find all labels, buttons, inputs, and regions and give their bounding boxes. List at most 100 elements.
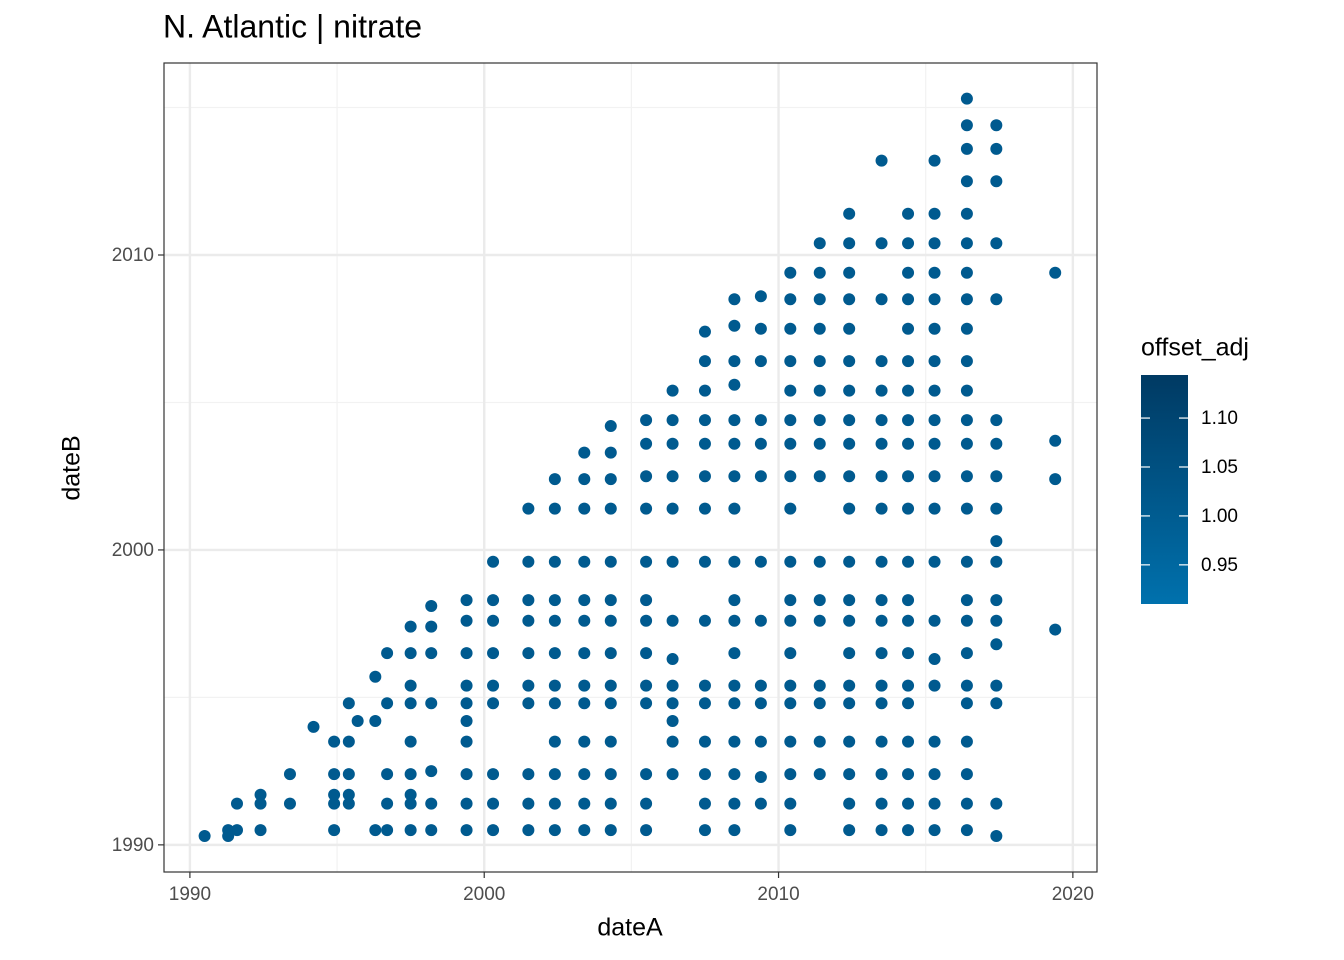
point [230,797,243,810]
point [604,679,617,692]
point [928,266,941,279]
point [728,437,741,450]
y-tick-label: 2000 [112,540,154,561]
point [604,473,617,486]
point [784,437,797,450]
point [460,647,473,660]
point [902,207,915,220]
point [548,768,561,781]
point [784,502,797,515]
point [960,470,973,483]
chart-title: N. Atlantic | nitrate [163,8,422,44]
point [728,378,741,391]
point [990,830,1003,843]
point [578,594,591,607]
point [784,293,797,306]
point [813,614,826,627]
x-tick-label: 1990 [169,884,211,905]
point [548,473,561,486]
point [960,92,973,105]
point [487,697,500,710]
point [698,614,711,627]
point [843,355,856,368]
point [460,697,473,710]
point [728,614,741,627]
point [425,620,438,633]
point [404,647,417,660]
point [843,437,856,450]
point [666,502,679,515]
point [990,437,1003,450]
point [578,697,591,710]
point [754,355,767,368]
point [875,237,888,250]
point [960,119,973,132]
point [460,614,473,627]
point [460,679,473,692]
point [254,797,267,810]
point [990,237,1003,250]
point [604,446,617,459]
point [548,824,561,837]
point [902,237,915,250]
point [990,502,1003,515]
point [728,414,741,427]
point [784,322,797,335]
point [728,594,741,607]
point [875,502,888,515]
point [460,768,473,781]
point [960,142,973,155]
point [990,142,1003,155]
point [990,614,1003,627]
point [813,322,826,335]
point [875,594,888,607]
point [813,697,826,710]
colorbar-tick-label: 1.05 [1201,457,1238,478]
point [784,614,797,627]
point [666,653,679,666]
panel-background [164,63,1097,872]
point [381,768,394,781]
point [928,207,941,220]
point [640,647,653,660]
point [487,679,500,692]
point [784,647,797,660]
point [369,714,382,727]
point [843,322,856,335]
point [784,266,797,279]
point [928,414,941,427]
point [960,384,973,397]
point [425,824,438,837]
point [784,555,797,568]
point [640,768,653,781]
point [698,824,711,837]
point [604,502,617,515]
point [813,414,826,427]
point [728,355,741,368]
point [640,555,653,568]
point [784,797,797,810]
point [604,824,617,837]
point [487,797,500,810]
point [960,175,973,188]
point [843,797,856,810]
point [307,720,320,733]
point [254,824,267,837]
point [875,797,888,810]
point [548,679,561,692]
point [404,797,417,810]
point [728,797,741,810]
point [875,824,888,837]
point [548,614,561,627]
point [784,414,797,427]
point [604,614,617,627]
point [342,797,355,810]
point [875,679,888,692]
point [666,555,679,568]
point [813,293,826,306]
point [960,293,973,306]
point [254,788,267,801]
point [1049,266,1062,279]
point [487,647,500,660]
point [960,697,973,710]
